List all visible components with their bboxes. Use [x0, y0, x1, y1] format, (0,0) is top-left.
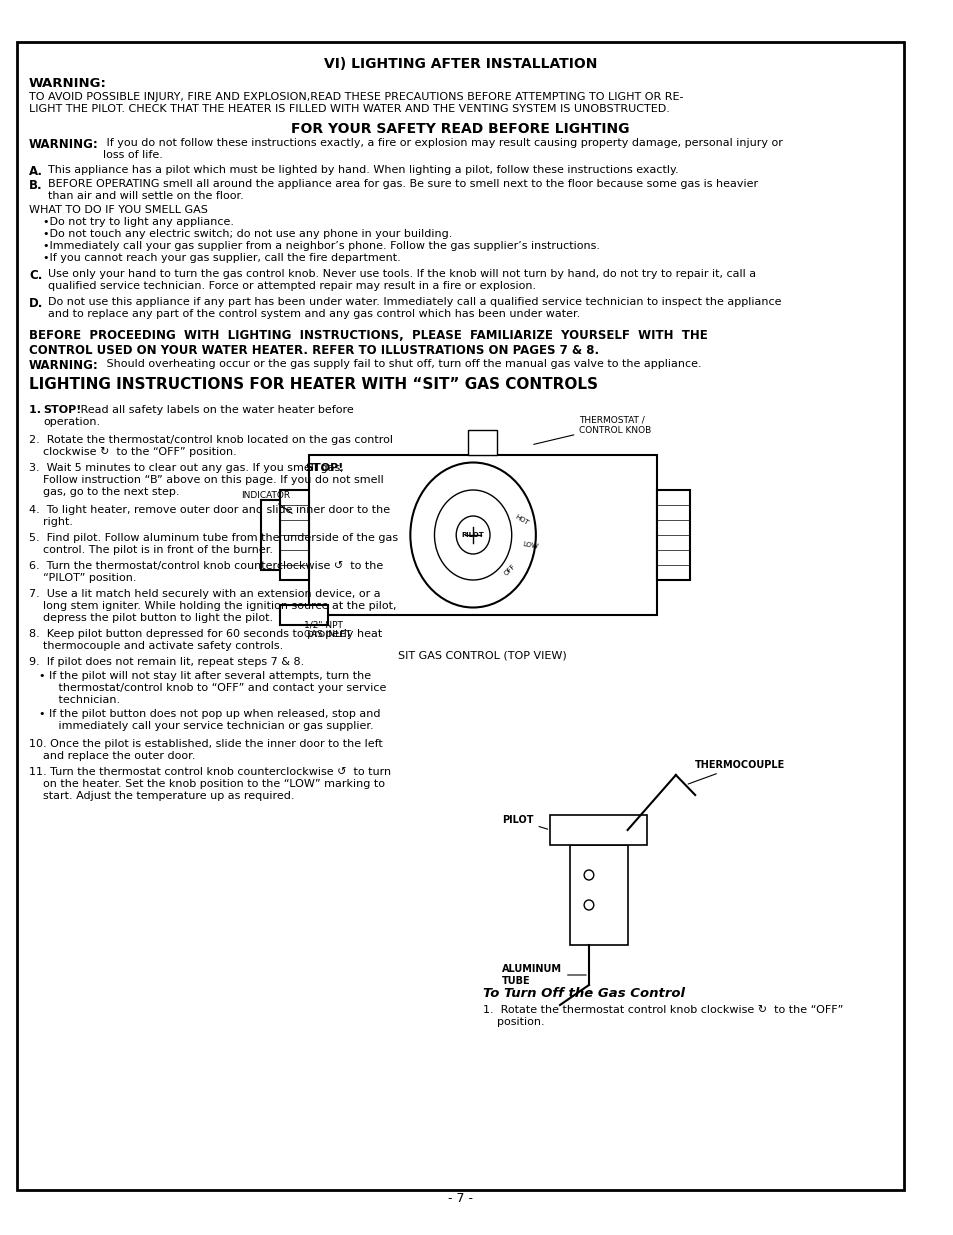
Bar — [309, 454, 656, 615]
Bar — [550, 815, 646, 845]
Text: WARNING:: WARNING: — [29, 359, 98, 372]
Text: D.: D. — [29, 296, 43, 310]
Text: INDICATOR: INDICATOR — [241, 490, 292, 514]
Text: •Do not touch any electric switch; do not use any phone in your building.: •Do not touch any electric switch; do no… — [44, 228, 453, 240]
Text: 2.  Rotate the thermostat/control knob located on the gas control: 2. Rotate the thermostat/control knob lo… — [29, 435, 393, 445]
Text: BEFORE  PROCEEDING  WITH  LIGHTING  INSTRUCTIONS,  PLEASE  FAMILIARIZE  YOURSELF: BEFORE PROCEEDING WITH LIGHTING INSTRUCT… — [29, 329, 707, 357]
Text: WHAT TO DO IF YOU SMELL GAS: WHAT TO DO IF YOU SMELL GAS — [29, 205, 208, 215]
Text: C.: C. — [29, 269, 42, 282]
Bar — [279, 490, 309, 580]
Text: •Do not try to light any appliance.: •Do not try to light any appliance. — [44, 217, 234, 227]
Text: and replace the outer door.: and replace the outer door. — [29, 751, 195, 761]
Ellipse shape — [456, 516, 490, 555]
Text: BEFORE OPERATING smell all around the appliance area for gas. Be sure to smell n: BEFORE OPERATING smell all around the ap… — [49, 179, 758, 189]
Text: STOP!: STOP! — [305, 463, 343, 473]
Text: control. The pilot is in front of the burner.: control. The pilot is in front of the bu… — [29, 545, 273, 555]
Text: LIGHTING INSTRUCTIONS FOR HEATER WITH “SIT” GAS CONTROLS: LIGHTING INSTRUCTIONS FOR HEATER WITH “S… — [29, 377, 598, 391]
Ellipse shape — [434, 490, 511, 580]
Text: clockwise ↻  to the “OFF” position.: clockwise ↻ to the “OFF” position. — [29, 447, 236, 457]
Text: Should overheating occur or the gas supply fail to shut off, turn off the manual: Should overheating occur or the gas supp… — [103, 359, 701, 369]
Text: If you do not follow these instructions exactly, a fire or explosion may result : If you do not follow these instructions … — [103, 138, 782, 148]
Text: technician.: technician. — [49, 695, 120, 705]
Text: gas, go to the next step.: gas, go to the next step. — [29, 487, 179, 496]
Text: A.: A. — [29, 165, 43, 178]
Text: 5.  Find pilot. Follow aluminum tube from the underside of the gas: 5. Find pilot. Follow aluminum tube from… — [29, 534, 397, 543]
Text: PILOT: PILOT — [461, 532, 484, 538]
Text: Do not use this appliance if any part has been under water. Immediately call a q: Do not use this appliance if any part ha… — [49, 296, 781, 308]
Text: right.: right. — [29, 517, 72, 527]
Text: 1.  Rotate the thermostat control knob clockwise ↻  to the “OFF”: 1. Rotate the thermostat control knob cl… — [482, 1005, 842, 1015]
Text: THERMOSTAT /
CONTROL KNOB: THERMOSTAT / CONTROL KNOB — [533, 415, 651, 445]
Text: thermocouple and activate safety controls.: thermocouple and activate safety control… — [29, 641, 283, 651]
Text: thermostat/control knob to “OFF” and contact your service: thermostat/control knob to “OFF” and con… — [49, 683, 386, 693]
Text: Use only your hand to turn the gas control knob. Never use tools. If the knob wi: Use only your hand to turn the gas contr… — [49, 269, 756, 279]
Text: • If the pilot button does not pop up when released, stop and: • If the pilot button does not pop up wh… — [38, 709, 379, 719]
Text: operation.: operation. — [44, 417, 100, 427]
Text: 1/2" NPT
GAS INLET: 1/2" NPT GAS INLET — [304, 620, 351, 640]
Text: OFF: OFF — [502, 563, 517, 577]
Text: position.: position. — [482, 1016, 544, 1028]
Text: start. Adjust the temperature up as required.: start. Adjust the temperature up as requ… — [29, 790, 294, 802]
Text: loss of life.: loss of life. — [103, 149, 163, 161]
Text: than air and will settle on the floor.: than air and will settle on the floor. — [49, 191, 244, 201]
Text: • If the pilot will not stay lit after several attempts, turn the: • If the pilot will not stay lit after s… — [38, 671, 371, 680]
Text: - 7 -: - 7 - — [448, 1192, 473, 1205]
Text: Follow instruction “B” above on this page. If you do not smell: Follow instruction “B” above on this pag… — [29, 475, 383, 485]
Text: THERMOCOUPLE: THERMOCOUPLE — [687, 760, 784, 784]
Bar — [260, 500, 279, 571]
Circle shape — [583, 869, 593, 881]
Text: This appliance has a pilot which must be lighted by hand. When lighting a pilot,: This appliance has a pilot which must be… — [49, 165, 679, 175]
Bar — [569, 845, 627, 945]
Text: 9.  If pilot does not remain lit, repeat steps 7 & 8.: 9. If pilot does not remain lit, repeat … — [29, 657, 304, 667]
Text: 7.  Use a lit match held securely with an extension device, or a: 7. Use a lit match held securely with an… — [29, 589, 380, 599]
Text: qualified service technician. Force or attempted repair may result in a fire or : qualified service technician. Force or a… — [49, 282, 536, 291]
Text: 4.  To light heater, remove outer door and slide inner door to the: 4. To light heater, remove outer door an… — [29, 505, 390, 515]
Text: VI) LIGHTING AFTER INSTALLATION: VI) LIGHTING AFTER INSTALLATION — [323, 57, 597, 70]
Bar — [279, 605, 328, 625]
Text: and to replace any part of the control system and any gas control which has been: and to replace any part of the control s… — [49, 309, 580, 319]
Text: Read all safety labels on the water heater before: Read all safety labels on the water heat… — [77, 405, 354, 415]
Text: depress the pilot button to light the pilot.: depress the pilot button to light the pi… — [29, 613, 273, 622]
Text: 3.  Wait 5 minutes to clear out any gas. If you smell gas,: 3. Wait 5 minutes to clear out any gas. … — [29, 463, 347, 473]
Text: HOT: HOT — [513, 514, 529, 526]
Text: 1.: 1. — [29, 405, 49, 415]
Bar — [656, 490, 690, 580]
Circle shape — [583, 900, 593, 910]
Text: B.: B. — [29, 179, 43, 191]
Text: To Turn Off the Gas Control: To Turn Off the Gas Control — [482, 987, 684, 1000]
Text: LOW: LOW — [522, 541, 538, 550]
Ellipse shape — [410, 462, 536, 608]
Text: STOP!: STOP! — [44, 405, 82, 415]
Text: “PILOT” position.: “PILOT” position. — [29, 573, 136, 583]
Text: •Immediately call your gas supplier from a neighbor’s phone. Follow the gas supp: •Immediately call your gas supplier from… — [44, 241, 599, 251]
Text: TO AVOID POSSIBLE INJURY, FIRE AND EXPLOSION,READ THESE PRECAUTIONS BEFORE ATTEM: TO AVOID POSSIBLE INJURY, FIRE AND EXPLO… — [29, 91, 682, 114]
Text: •If you cannot reach your gas supplier, call the fire department.: •If you cannot reach your gas supplier, … — [44, 253, 401, 263]
Text: WARNING:: WARNING: — [29, 138, 98, 151]
Text: long stem igniter. While holding the ignition source at the pilot,: long stem igniter. While holding the ign… — [29, 601, 396, 611]
Text: immediately call your service technician or gas supplier.: immediately call your service technician… — [49, 721, 374, 731]
Text: 11. Turn the thermostat control knob counterclockwise ↺  to turn: 11. Turn the thermostat control knob cou… — [29, 767, 391, 777]
Text: 8.  Keep pilot button depressed for 60 seconds to properly heat: 8. Keep pilot button depressed for 60 se… — [29, 629, 382, 638]
Bar — [468, 430, 497, 454]
Text: ALUMINUM
TUBE: ALUMINUM TUBE — [501, 965, 585, 986]
Text: WARNING:: WARNING: — [29, 77, 107, 90]
Text: PILOT: PILOT — [501, 815, 547, 829]
Text: 6.  Turn the thermostat/control knob counterclockwise ↺  to the: 6. Turn the thermostat/control knob coun… — [29, 561, 383, 571]
Text: SIT GAS CONTROL (TOP VIEW): SIT GAS CONTROL (TOP VIEW) — [398, 650, 566, 659]
Text: on the heater. Set the knob position to the “LOW” marking to: on the heater. Set the knob position to … — [29, 779, 385, 789]
Text: FOR YOUR SAFETY READ BEFORE LIGHTING: FOR YOUR SAFETY READ BEFORE LIGHTING — [291, 122, 629, 136]
Text: 10. Once the pilot is established, slide the inner door to the left: 10. Once the pilot is established, slide… — [29, 739, 382, 748]
